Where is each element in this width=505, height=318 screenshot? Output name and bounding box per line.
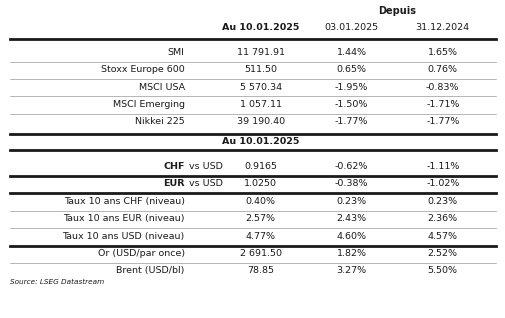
Text: vs USD: vs USD (185, 162, 222, 171)
Text: 511.50: 511.50 (243, 65, 277, 74)
Text: Depuis: Depuis (377, 6, 416, 16)
Text: 4.77%: 4.77% (245, 232, 275, 241)
Text: 2.57%: 2.57% (245, 214, 275, 223)
Text: -1.77%: -1.77% (425, 117, 459, 127)
Text: Stoxx Europe 600: Stoxx Europe 600 (100, 65, 184, 74)
Text: -1.02%: -1.02% (425, 179, 459, 188)
Text: Or (USD/par once): Or (USD/par once) (97, 249, 184, 258)
Text: Brent (USD/bl): Brent (USD/bl) (116, 266, 184, 275)
Text: -0.83%: -0.83% (425, 83, 459, 92)
Text: Source: LSEG Datastream: Source: LSEG Datastream (10, 280, 104, 285)
Text: 2.43%: 2.43% (336, 214, 366, 223)
Text: -1.50%: -1.50% (334, 100, 368, 109)
Text: Taux 10 ans USD (niveau): Taux 10 ans USD (niveau) (62, 232, 184, 241)
Text: 0.23%: 0.23% (336, 197, 366, 206)
Text: 2.36%: 2.36% (427, 214, 457, 223)
Text: 0.23%: 0.23% (427, 197, 457, 206)
Text: -1.77%: -1.77% (334, 117, 368, 127)
Text: Taux 10 ans CHF (niveau): Taux 10 ans CHF (niveau) (64, 197, 184, 206)
Text: 1 057.11: 1 057.11 (239, 100, 281, 109)
Text: 5.50%: 5.50% (427, 266, 457, 275)
Text: 2 691.50: 2 691.50 (239, 249, 281, 258)
Text: -0.62%: -0.62% (334, 162, 368, 171)
Text: 0.40%: 0.40% (245, 197, 275, 206)
Text: 03.01.2025: 03.01.2025 (324, 23, 378, 32)
Text: 78.85: 78.85 (246, 266, 274, 275)
Text: vs USD: vs USD (185, 179, 222, 188)
Text: Nikkei 225: Nikkei 225 (135, 117, 184, 127)
Text: 3.27%: 3.27% (336, 266, 366, 275)
Text: 0.65%: 0.65% (336, 65, 366, 74)
Text: 4.60%: 4.60% (336, 232, 366, 241)
Text: 39 190.40: 39 190.40 (236, 117, 284, 127)
Text: 0.76%: 0.76% (427, 65, 457, 74)
Text: 5 570.34: 5 570.34 (239, 83, 281, 92)
Text: Au 10.01.2025: Au 10.01.2025 (222, 137, 298, 146)
Text: 1.65%: 1.65% (427, 48, 457, 57)
Text: 11 791.91: 11 791.91 (236, 48, 284, 57)
Text: CHF: CHF (163, 162, 184, 171)
Text: SMI: SMI (168, 48, 184, 57)
Text: -0.38%: -0.38% (334, 179, 368, 188)
Text: Au 10.01.2025: Au 10.01.2025 (222, 23, 298, 32)
Text: -1.95%: -1.95% (334, 83, 368, 92)
Text: -1.11%: -1.11% (425, 162, 459, 171)
Text: 1.82%: 1.82% (336, 249, 366, 258)
Text: -1.71%: -1.71% (425, 100, 459, 109)
Text: 31.12.2024: 31.12.2024 (415, 23, 469, 32)
Text: EUR: EUR (163, 179, 184, 188)
Text: MSCI Emerging: MSCI Emerging (113, 100, 184, 109)
Text: 2.52%: 2.52% (427, 249, 457, 258)
Text: MSCI USA: MSCI USA (138, 83, 184, 92)
Text: 1.0250: 1.0250 (243, 179, 277, 188)
Text: 0.9165: 0.9165 (243, 162, 277, 171)
Text: 1.44%: 1.44% (336, 48, 366, 57)
Text: 4.57%: 4.57% (427, 232, 457, 241)
Text: Taux 10 ans EUR (niveau): Taux 10 ans EUR (niveau) (63, 214, 184, 223)
